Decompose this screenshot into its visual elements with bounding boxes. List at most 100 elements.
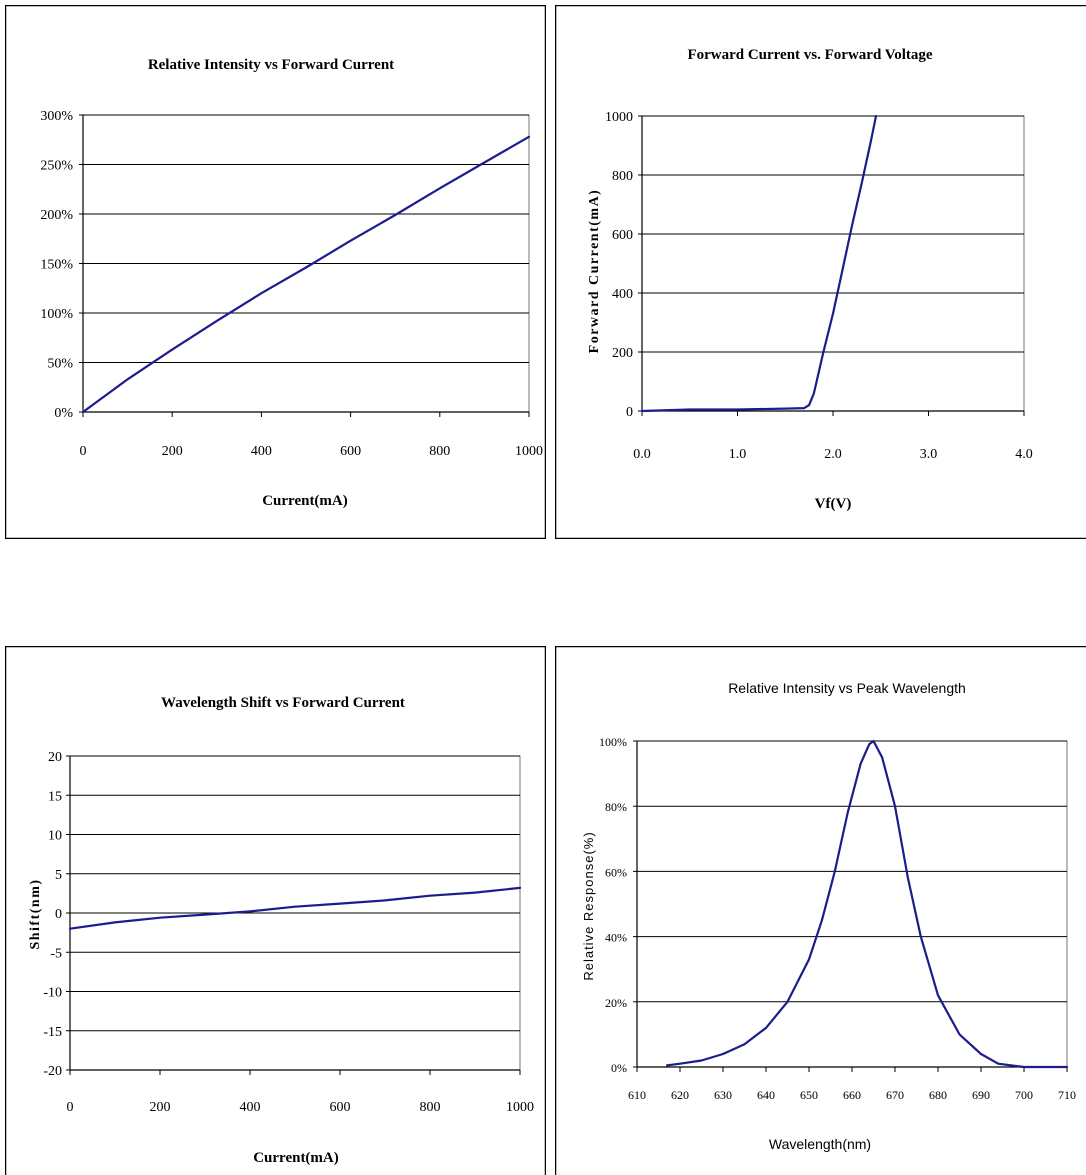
- data-point: [861, 183, 863, 185]
- data-point: [679, 1063, 681, 1065]
- data-point: [868, 743, 870, 745]
- data-point: [881, 756, 883, 758]
- y-tick-label: 250%: [40, 159, 73, 174]
- x-axis-label: Current(mA): [253, 1150, 339, 1166]
- y-tick-label: 20: [48, 750, 62, 765]
- data-point: [216, 320, 218, 322]
- x-tick-label: 4.0: [1015, 447, 1033, 462]
- data-point: [483, 161, 485, 164]
- data-point: [394, 214, 396, 216]
- data-point: [870, 139, 872, 141]
- data-point: [339, 903, 341, 905]
- data-point: [736, 408, 739, 411]
- y-tick-label: 0: [626, 405, 633, 420]
- data-point: [743, 1043, 746, 1045]
- data-point: [808, 404, 810, 406]
- data-point: [519, 887, 521, 889]
- x-tick-label: 600: [330, 1100, 351, 1115]
- chart-panel-relative-intensity-vs-wavelength: Relative Intensity vs Peak Wavelength 0%…: [555, 646, 1086, 1175]
- data-point: [159, 917, 161, 919]
- y-axis-label: Forward Current(mA): [587, 189, 602, 354]
- x-tick-label: 200: [150, 1100, 171, 1115]
- data-point: [834, 870, 836, 872]
- x-tick-label: 0: [67, 1100, 74, 1115]
- data-point: [204, 914, 206, 916]
- y-tick-label: -5: [50, 946, 62, 961]
- y-tick-label: 1000: [605, 110, 633, 125]
- x-tick-label: 650: [800, 1088, 818, 1102]
- y-tick-label: 100%: [40, 307, 73, 322]
- y-tick-label: 15: [48, 789, 62, 804]
- series-line: [640, 114, 878, 413]
- data-point: [294, 906, 296, 908]
- data-point: [722, 1053, 724, 1055]
- data-point: [765, 1027, 767, 1029]
- data-point: [474, 892, 476, 894]
- data-point: [528, 136, 530, 138]
- data-point: [907, 877, 909, 879]
- y-tick-label: -20: [43, 1064, 62, 1079]
- data-point: [822, 351, 824, 353]
- x-tick-label: 0.0: [633, 447, 651, 462]
- x-tick-label: 610: [628, 1088, 646, 1102]
- data-point: [847, 812, 849, 814]
- data-point: [832, 313, 834, 315]
- data-point: [872, 740, 875, 742]
- chart-title: Relative Intensity vs Peak Wavelength: [728, 680, 966, 696]
- x-tick-label: 1000: [515, 444, 543, 459]
- data-point: [689, 408, 691, 411]
- data-point: [384, 899, 386, 901]
- x-tick-label: 800: [420, 1100, 441, 1115]
- x-tick-label: 640: [757, 1088, 775, 1102]
- y-tick-label: 80%: [605, 800, 627, 814]
- data-point: [813, 392, 815, 394]
- plot-area: 0% 20% 40% 60% 80% 100% 610 620 630 640 650 660 670 6…: [599, 735, 1076, 1102]
- x-tick-label: 620: [671, 1088, 689, 1102]
- y-axis-label: Shift(nm): [28, 878, 43, 949]
- data-point: [171, 349, 173, 351]
- plot-area: 0% 50% 100% 150% 200% 250% 300% 0 200 400 600 800 10…: [40, 109, 543, 459]
- y-tick-label: 200: [612, 346, 633, 361]
- data-point: [260, 292, 262, 294]
- y-tick-label: 0: [55, 907, 62, 922]
- x-tick-label: 400: [240, 1100, 261, 1115]
- x-axis-label: Current(mA): [262, 493, 348, 509]
- data-point: [851, 224, 853, 226]
- x-tick-label: 690: [972, 1088, 990, 1102]
- x-tick-label: 670: [886, 1088, 904, 1102]
- plot-border: [641, 115, 1025, 412]
- x-tick-label: 630: [714, 1088, 732, 1102]
- y-tick-label: 20%: [605, 996, 627, 1010]
- chart-title: Wavelength Shift vs Forward Current: [161, 695, 405, 711]
- data-point: [439, 187, 441, 189]
- x-axis-label: Vf(V): [815, 496, 852, 512]
- chart-title: Forward Current vs. Forward Voltage: [687, 47, 932, 63]
- x-tick-label: 2.0: [824, 447, 842, 462]
- x-tick-label: 400: [251, 444, 272, 459]
- y-tick-label: 400: [612, 287, 633, 302]
- chart-panel-wavelength-shift-vs-current: Wavelength Shift vs Forward Current -20 -…: [5, 646, 546, 1175]
- y-tick-label: 5: [55, 868, 62, 883]
- data-point: [429, 895, 431, 897]
- plot-area: 0 200 400 600 800 1000 0.0 1.0 2.0 3.0 4.0: [605, 110, 1033, 462]
- data-point: [1066, 1066, 1068, 1068]
- data-point: [821, 919, 823, 921]
- y-tick-label: 150%: [40, 258, 73, 273]
- x-tick-label: 710: [1058, 1088, 1076, 1102]
- y-tick-label: 0%: [54, 406, 73, 421]
- data-point: [666, 1064, 668, 1066]
- x-axis-label: Wavelength(nm): [769, 1136, 871, 1152]
- y-tick-label: 50%: [47, 357, 73, 372]
- y-tick-label: 200%: [40, 208, 73, 223]
- x-tick-label: 660: [843, 1088, 861, 1102]
- data-point: [127, 378, 129, 380]
- data-point: [958, 1033, 961, 1035]
- data-point: [69, 928, 71, 930]
- data-point: [875, 115, 877, 117]
- data-point: [350, 240, 352, 242]
- x-tick-label: 800: [429, 444, 450, 459]
- series-line: [665, 739, 1069, 1069]
- y-tick-label: 300%: [40, 109, 73, 124]
- data-point: [641, 410, 643, 412]
